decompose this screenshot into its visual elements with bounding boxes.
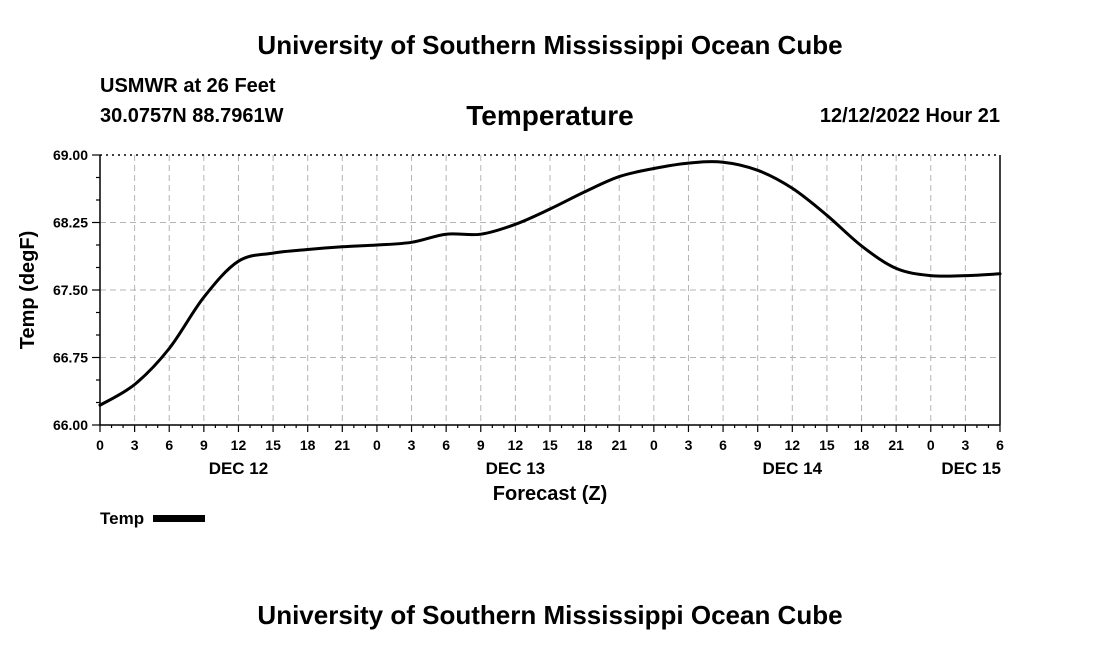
y-tick-label: 66.75 — [53, 350, 88, 366]
legend-label: Temp — [100, 509, 145, 528]
x-tick-label: 3 — [961, 437, 969, 453]
day-label: DEC 12 — [209, 459, 269, 478]
y-axis-title: Temp (degF) — [17, 231, 39, 350]
forecast-datetime: 12/12/2022 Hour 21 — [819, 105, 1000, 127]
x-tick-label: 0 — [96, 437, 104, 453]
x-tick-label: 9 — [200, 437, 208, 453]
x-tick-label: 12 — [508, 437, 524, 453]
y-tick-label: 68.25 — [53, 215, 88, 231]
x-tick-label: 12 — [231, 437, 247, 453]
x-tick-label: 6 — [996, 437, 1004, 453]
page-title: University of Southern Mississippi Ocean… — [257, 30, 843, 60]
x-tick-label: 6 — [719, 437, 727, 453]
x-tick-label: 21 — [888, 437, 904, 453]
series-line-temp — [98, 160, 1002, 407]
x-tick-label: 0 — [650, 437, 658, 453]
legend: Temp — [100, 509, 206, 529]
x-tick-label: 6 — [442, 437, 450, 453]
x-tick-label: 15 — [819, 437, 835, 453]
x-tick-label: 3 — [408, 437, 416, 453]
x-tick-label: 18 — [577, 437, 593, 453]
x-tick-label: 9 — [754, 437, 762, 453]
x-tick-label: 18 — [854, 437, 870, 453]
x-tick-label: 6 — [165, 437, 173, 453]
y-tick-label: 67.50 — [53, 282, 88, 298]
x-tick-label: 3 — [685, 437, 693, 453]
x-tick-label: 12 — [785, 437, 801, 453]
y-tick-label: 66.00 — [53, 417, 88, 433]
x-tick-label: 21 — [335, 437, 351, 453]
x-tick-label: 3 — [131, 437, 139, 453]
x-tick-label: 9 — [477, 437, 485, 453]
station-coordinates: 30.0757N 88.7961W — [100, 105, 284, 127]
day-label: DEC 14 — [763, 459, 823, 478]
day-label: DEC 13 — [486, 459, 546, 478]
x-tick-label: 21 — [611, 437, 627, 453]
x-tick-label: 18 — [300, 437, 316, 453]
x-tick-label: 15 — [542, 437, 558, 453]
x-tick-label: 15 — [265, 437, 281, 453]
chart-title: Temperature — [466, 100, 634, 131]
y-tick-label: 69.00 — [53, 147, 88, 163]
x-axis-title: Forecast (Z) — [493, 483, 607, 505]
footer-title: University of Southern Mississippi Ocean… — [257, 600, 843, 630]
x-tick-label: 0 — [373, 437, 381, 453]
day-label: DEC 15 — [941, 459, 1001, 478]
x-tick-label: 0 — [927, 437, 935, 453]
legend-swatch — [153, 515, 206, 523]
station-label: USMWR at 26 Feet — [100, 75, 276, 97]
